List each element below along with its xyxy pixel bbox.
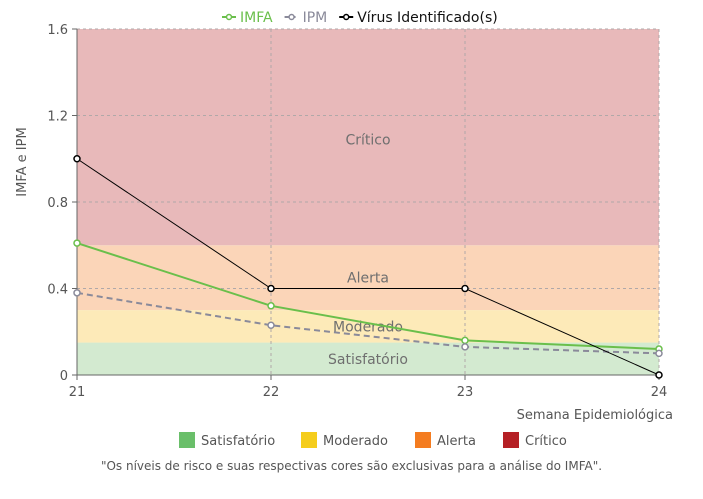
risk-swatch-2	[415, 432, 431, 448]
risk-legend-label-2: Alerta	[437, 434, 476, 449]
legend-label-2: Vírus Identificado(s)	[357, 10, 498, 26]
series-0-point-2	[461, 336, 469, 345]
legend-marker-1	[288, 13, 295, 21]
x-tick-label-0: 21	[69, 385, 86, 400]
risk-swatch-3	[503, 432, 519, 448]
series-1-point-3	[655, 349, 663, 358]
risk-legend-label-3: Crítico	[525, 434, 567, 449]
risk-band-1	[77, 310, 659, 343]
x-axis-label: Semana Epidemiológica	[517, 408, 673, 423]
y-tick-label-3: 1.2	[47, 110, 68, 125]
risk-band-3	[77, 29, 659, 246]
series-2-point-2	[461, 284, 469, 293]
series-line-0	[76, 242, 660, 351]
series-line-1	[76, 291, 660, 355]
y-tick-label-4: 1.6	[47, 23, 68, 38]
series-1-point-2	[461, 343, 469, 351]
series-line-2	[76, 158, 660, 376]
y-tick-label-1: 0.4	[47, 283, 68, 298]
series-2-point-0	[73, 155, 81, 163]
risk-legend-label-0: Satisfatório	[201, 434, 275, 449]
band-label-2: Moderado	[333, 319, 403, 335]
legend-marker-2	[342, 13, 350, 21]
legend-marker-0	[225, 13, 233, 21]
series-0-point-0	[73, 239, 81, 247]
legend-label-1: IPM	[303, 10, 328, 26]
footnote: "Os níveis de risco e suas respectivas c…	[100, 459, 603, 473]
y-tick-label-2: 0.8	[47, 196, 68, 211]
series-1-point-0	[73, 289, 81, 297]
risk-band-0	[77, 342, 659, 375]
risk-swatch-1	[301, 432, 317, 448]
risk-legend-label-1: Moderado	[323, 434, 388, 449]
series-0-point-1	[267, 302, 275, 310]
x-tick-label-2: 23	[457, 385, 474, 400]
band-label-0: Crítico	[345, 132, 390, 148]
risk-band-2	[77, 245, 659, 311]
risk-swatch-0	[179, 432, 195, 448]
y-tick-label-0: 0	[60, 369, 68, 384]
x-tick-label-3: 24	[651, 385, 668, 400]
series-2-point-3	[655, 371, 663, 379]
x-tick-label-1: 22	[263, 385, 280, 400]
y-axis-label: IMFA e IPM	[15, 127, 30, 196]
band-label-3: Satisfatório	[328, 352, 408, 368]
band-label-1: Alerta	[347, 271, 389, 287]
series-1-point-1	[267, 321, 275, 330]
series-2-point-1	[267, 284, 275, 293]
legend-label-0: IMFA	[240, 10, 273, 26]
